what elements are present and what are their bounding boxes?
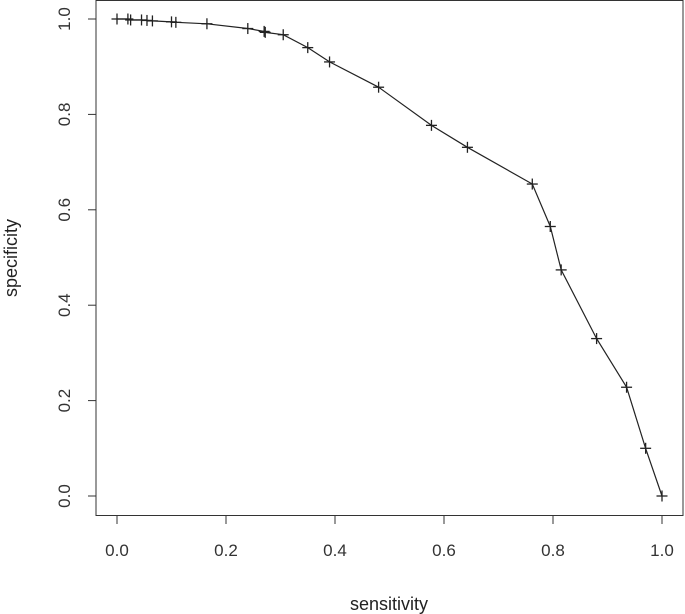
data-point [621, 381, 633, 393]
x-tick-label: 0.4 [323, 541, 347, 560]
data-point [324, 56, 336, 68]
data-point [277, 29, 289, 41]
x-tick-label: 0.2 [214, 541, 238, 560]
plot-frame [95, 0, 684, 516]
x-tick-label: 0.8 [541, 541, 565, 560]
y-tick-label: 0.4 [55, 293, 74, 317]
roc-curve-line [117, 18, 663, 497]
data-point [259, 26, 271, 38]
x-tick-label: 1.0 [650, 541, 674, 560]
data-point [122, 13, 134, 25]
x-tick-label: 0.6 [432, 541, 456, 560]
data-point [242, 23, 254, 35]
y-tick-label: 0.8 [55, 103, 74, 127]
data-point [111, 13, 123, 25]
data-point [258, 25, 270, 37]
data-point [201, 18, 213, 30]
data-point [146, 15, 158, 27]
data-point [125, 14, 137, 26]
data-point [640, 442, 652, 454]
data-point [656, 490, 668, 502]
y-axis-title: specificity [1, 219, 21, 297]
data-point [544, 220, 556, 232]
data-point [373, 81, 385, 93]
data-point [425, 119, 437, 131]
y-tick-label: 0.2 [55, 389, 74, 413]
y-tick-label: 1.0 [55, 7, 74, 31]
data-point-markers [111, 13, 668, 502]
data-point [555, 264, 567, 276]
y-tick-label: 0.6 [55, 198, 74, 222]
data-point [170, 16, 182, 28]
data-point [461, 141, 473, 153]
data-point [302, 42, 314, 54]
data-point [591, 333, 603, 345]
x-axis-title: sensitivity [350, 594, 428, 614]
x-axis: 0.0 0.2 0.4 0.6 0.8 1.0 [105, 516, 674, 560]
data-point [526, 178, 538, 190]
y-axis: 0.0 0.2 0.4 0.6 0.8 1.0 [55, 7, 96, 508]
y-tick-label: 0.0 [55, 484, 74, 508]
x-tick-label: 0.0 [105, 541, 129, 560]
